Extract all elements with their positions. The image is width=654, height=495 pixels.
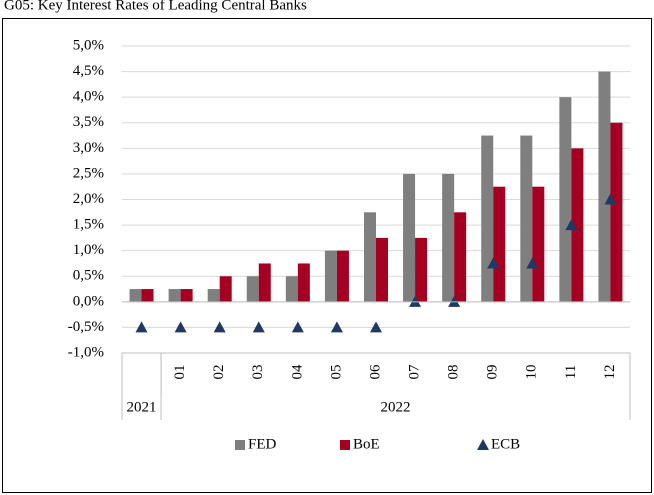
chart-frame [2, 18, 652, 493]
bar [141, 289, 154, 302]
bar [336, 250, 349, 302]
triangle-marker [565, 219, 578, 231]
bar [258, 263, 271, 302]
y-tick-label: 1,0% [73, 242, 104, 258]
bar [168, 289, 181, 302]
y-tick-label: 1,5% [73, 217, 104, 233]
bar [415, 237, 428, 302]
bar [481, 135, 494, 302]
triangle-marker [370, 321, 382, 333]
x-tick-label: 08 [446, 365, 462, 380]
x-tick-label: 05 [328, 365, 344, 380]
y-tick-label: 3,0% [73, 140, 104, 156]
bar [180, 289, 193, 302]
bar [297, 263, 310, 302]
triangle-marker [330, 321, 343, 333]
triangle-marker [174, 321, 187, 333]
x-tick-label: 12 [602, 365, 618, 380]
x-tick-label: 04 [289, 364, 305, 380]
bar [532, 186, 545, 302]
legend-swatch [477, 439, 489, 450]
y-tick-label: 0,5% [73, 268, 104, 284]
y-tick-label: 0,0% [73, 293, 104, 309]
triangle-marker [526, 257, 539, 269]
y-tick-label: 5,0% [73, 37, 104, 53]
y-tick-label: 4,0% [73, 89, 104, 105]
x-tick-label: 03 [250, 365, 266, 380]
legend-swatch [340, 440, 350, 450]
legend-label: ECB [491, 436, 520, 452]
triangle-marker [604, 193, 617, 205]
legend-swatch [235, 440, 245, 450]
bar [520, 135, 533, 302]
x-tick-label: 10 [524, 365, 540, 380]
bar [246, 276, 259, 302]
y-tick-label: 2,5% [73, 165, 104, 181]
y-tick-label: -0,5% [68, 319, 104, 335]
y-tick-label: -1,0% [68, 344, 104, 360]
bar [376, 237, 388, 302]
triangle-marker [252, 321, 265, 333]
bar [559, 97, 572, 302]
triangle-marker [487, 257, 500, 269]
bar [364, 212, 376, 302]
bar [285, 276, 298, 302]
legend-label: BoE [353, 436, 380, 452]
x-tick-label: 06 [367, 364, 383, 380]
bar [454, 212, 467, 302]
bar [610, 122, 623, 302]
bar [403, 173, 416, 302]
bar [493, 186, 506, 302]
triangle-marker [213, 321, 226, 333]
bar [324, 250, 337, 302]
x-tick-label: 01 [172, 365, 188, 380]
y-tick-label: 2,0% [73, 191, 104, 207]
triangle-marker [135, 321, 148, 333]
x-tick-label: 02 [211, 365, 227, 380]
x-tick-label: 09 [485, 365, 501, 380]
group-label: 2022 [381, 399, 411, 415]
triangle-marker [291, 321, 304, 333]
chart-title: G05: Key Interest Rates of Leading Centr… [4, 0, 307, 13]
bar [219, 276, 232, 302]
group-label: 2021 [127, 399, 157, 415]
bar [207, 289, 220, 302]
legend-label: FED [248, 436, 277, 452]
bar [571, 148, 584, 302]
bar [598, 71, 611, 302]
y-tick-label: 4,5% [73, 63, 104, 79]
bar [442, 173, 455, 302]
bar [129, 289, 142, 302]
x-tick-label: 11 [563, 365, 579, 379]
y-tick-label: 3,5% [73, 114, 104, 130]
x-tick-label: 07 [407, 364, 423, 380]
